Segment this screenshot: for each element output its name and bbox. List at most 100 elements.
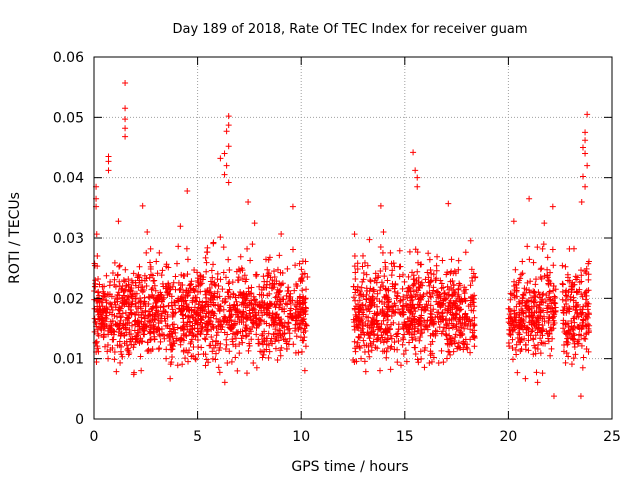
- data-point: [266, 290, 273, 297]
- data-point: [515, 311, 522, 318]
- data-point: [198, 327, 205, 334]
- data-point: [512, 266, 519, 273]
- data-point: [401, 319, 408, 326]
- data-point: [215, 364, 222, 371]
- data-point: [437, 293, 444, 300]
- data-point: [190, 286, 197, 293]
- data-point: [225, 179, 232, 186]
- data-point: [566, 245, 573, 252]
- data-point: [297, 334, 304, 341]
- data-point: [378, 279, 385, 286]
- data-point: [276, 288, 283, 295]
- data-point: [355, 308, 362, 315]
- data-point: [423, 322, 430, 329]
- data-point: [117, 332, 124, 339]
- data-point: [445, 307, 452, 314]
- data-point: [260, 284, 267, 291]
- data-point: [524, 279, 531, 286]
- data-point: [462, 249, 469, 256]
- data-point: [399, 341, 406, 348]
- data-point: [297, 312, 304, 319]
- data-point: [519, 258, 526, 265]
- data-point: [182, 355, 189, 362]
- data-point: [167, 328, 174, 335]
- data-point: [388, 272, 395, 279]
- data-point: [242, 322, 249, 329]
- data-point: [356, 343, 363, 350]
- data-point: [409, 301, 416, 308]
- data-point: [447, 351, 454, 358]
- data-point: [146, 319, 153, 326]
- data-point: [391, 288, 398, 295]
- data-point: [209, 308, 216, 315]
- data-point: [235, 328, 242, 335]
- data-point: [425, 250, 432, 257]
- data-point: [394, 359, 401, 366]
- data-point: [385, 304, 392, 311]
- data-point: [269, 340, 276, 347]
- y-tick-label: 0.01: [53, 352, 84, 368]
- data-point: [442, 331, 449, 338]
- data-point: [162, 317, 169, 324]
- data-point: [394, 330, 401, 337]
- data-point: [411, 280, 418, 287]
- data-point: [471, 333, 478, 340]
- data-point: [230, 303, 237, 310]
- data-point: [390, 319, 397, 326]
- data-point: [278, 281, 285, 288]
- data-point: [446, 332, 453, 339]
- data-point: [279, 270, 286, 277]
- data-point: [413, 291, 420, 298]
- chart-title: Day 189 of 2018, Rate Of TEC Index for r…: [172, 22, 527, 37]
- data-point: [354, 321, 361, 328]
- data-point: [214, 294, 221, 301]
- data-point: [521, 322, 528, 329]
- data-point: [418, 279, 425, 286]
- data-point: [456, 298, 463, 305]
- data-point: [154, 311, 161, 318]
- data-point: [351, 323, 358, 330]
- data-point: [147, 311, 154, 318]
- data-point: [364, 322, 371, 329]
- data-point: [399, 285, 406, 292]
- data-point: [435, 318, 442, 325]
- data-point: [364, 262, 371, 269]
- data-point: [534, 319, 541, 326]
- data-point: [569, 335, 576, 342]
- data-point: [396, 298, 403, 305]
- data-point: [526, 195, 533, 202]
- data-point: [352, 311, 359, 318]
- data-point: [438, 347, 445, 354]
- data-point: [408, 317, 415, 324]
- data-point: [525, 347, 532, 354]
- data-point: [299, 271, 306, 278]
- data-point: [384, 321, 391, 328]
- data-point: [212, 356, 219, 363]
- data-point: [256, 283, 263, 290]
- data-point: [105, 355, 112, 362]
- data-point: [469, 317, 476, 324]
- data-point: [241, 272, 248, 279]
- data-point: [550, 262, 557, 269]
- data-point: [130, 371, 137, 378]
- data-point: [515, 329, 522, 336]
- data-point: [400, 308, 407, 315]
- data-point: [208, 267, 215, 274]
- data-point: [352, 289, 359, 296]
- data-point: [517, 275, 524, 282]
- data-point: [213, 315, 220, 322]
- data-point: [240, 314, 247, 321]
- data-point: [205, 303, 212, 310]
- data-point: [429, 330, 436, 337]
- data-point: [400, 311, 407, 318]
- data-point: [207, 278, 214, 285]
- data-point: [175, 295, 182, 302]
- data-point: [354, 266, 361, 273]
- y-tick-label: 0.06: [53, 50, 84, 66]
- data-point: [167, 341, 174, 348]
- data-point: [274, 356, 281, 363]
- data-point: [180, 312, 187, 319]
- data-point: [184, 293, 191, 300]
- data-point: [534, 379, 541, 386]
